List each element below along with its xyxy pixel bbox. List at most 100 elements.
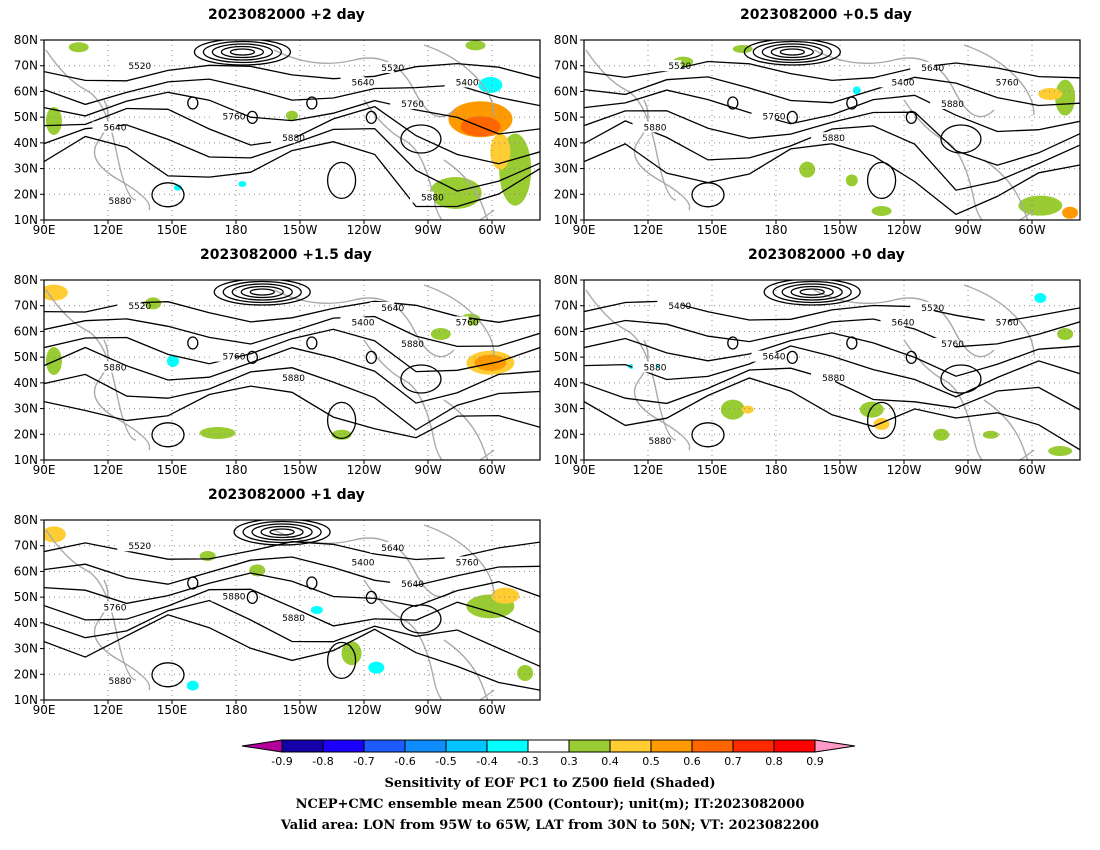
small-contour [306,336,318,350]
sensitivity-shade [1018,195,1063,216]
contour-line [44,328,540,373]
lat-tick-label: 10N [14,453,38,467]
contour-line [44,588,540,633]
lon-tick-label: 150W [823,223,858,237]
low-pressure-contour [781,283,843,301]
colorbar-tick-label: -0.9 [271,755,292,768]
map-frame [583,279,1081,461]
contour-label: 5880 [108,677,131,687]
sensitivity-shade [341,641,362,666]
colorbar-box [732,739,775,753]
lon-tick-label: 150E [157,703,188,717]
sensitivity-shade [465,40,486,51]
lat-tick-label: 80N [554,273,578,287]
small-contour [905,350,918,365]
map-frame [583,39,1081,221]
lat-tick-label: 20N [14,187,38,201]
lat-tick-label: 80N [14,513,38,527]
lat-tick-label: 70N [14,59,38,73]
contour-label: 5640 [921,64,944,74]
high-contour [400,124,442,154]
lat-tick-label: 30N [14,402,38,416]
colorbar-tick-label: 0.9 [806,755,824,768]
lon-tick-label: 150W [283,223,318,237]
lat-tick-label: 80N [554,33,578,47]
contour-line [44,135,540,208]
sensitivity-shade [199,427,236,439]
contour-label: 5640 [352,78,375,88]
high-contour [940,124,982,154]
lat-tick-label: 20N [554,427,578,441]
panel-title-p2: 2023082000 +2 day [208,7,365,23]
contour-label: 5520 [668,62,691,72]
lat-tick-label: 40N [554,376,578,390]
lat-tick-label: 50N [14,350,38,364]
high-contour [940,364,982,394]
contour-line [44,346,540,404]
caption-line-3: Valid area: LON from 95W to 65W, LAT fro… [280,818,820,833]
map-frame [43,519,541,701]
contour-label: 5640 [381,304,404,314]
colorbar-box [445,739,488,753]
lat-tick-label: 10N [14,213,38,227]
colorbar-box [404,739,447,753]
panel-title-p1: 2023082000 +1 day [208,487,365,503]
contour-label: 5880 [644,123,667,133]
colorbar-box [363,739,406,753]
map-panel-p2: 5520 5520 5640 5400 5760 5760 5640 5880 5880 5880… [14,33,541,237]
small-contour [187,576,199,590]
lat-tick-label: 60N [554,324,578,338]
low-pressure-contour [799,288,825,296]
sensitivity-shade [517,665,534,681]
contour-label: 5400 [352,318,375,328]
sensitivity-shade [1062,206,1079,219]
small-contour [246,110,258,125]
map-panel-p05: 5520 5640 5400 5760 5760 5880 5880 5880 80N 70N 60… [554,33,1081,237]
contour-label: 5880 [223,593,246,603]
contour-label: 5760 [223,113,246,123]
contour-line [584,345,1080,398]
small-contour [905,110,918,125]
lon-tick-label: 150E [157,463,188,477]
contour-label: 5520 [128,542,151,552]
lon-tick-label: 60W [1018,463,1045,477]
lon-tick-label: 180 [225,223,248,237]
contour-line [44,599,540,667]
z500-contours [44,62,540,208]
high-contour [151,182,185,208]
lon-tick-label: 90W [954,223,981,237]
sensitivity-shade [186,680,199,691]
lat-tick-label: 60N [14,84,38,98]
contour-label: 5520 [128,62,151,72]
low-pressure-contour [213,280,311,306]
small-contour [246,590,258,605]
lat-tick-label: 50N [554,110,578,124]
contour-line [44,315,540,348]
sensitivity-shade [286,110,298,121]
high-contour [866,161,897,200]
gridlines [44,280,540,460]
small-contour [365,110,378,125]
colorbar-tick-label: -0.5 [435,755,456,768]
contour-line [584,377,1080,451]
lon-tick-label: 120E [633,463,664,477]
contour-line [584,143,1080,216]
sensitivity-shade [490,133,511,170]
contour-label: 5760 [401,100,424,110]
contour-label: 5640 [104,123,127,133]
contour-line [584,318,1080,348]
colorbar-tick-label: 0.5 [642,755,660,768]
high-contour [326,401,357,440]
map-content: 5520 5640 5400 5760 5760 5880 5880 5880 80N 70N 60… [554,33,1081,237]
small-contour [786,110,798,125]
lat-tick-label: 70N [554,299,578,313]
lon-tick-label: 60W [478,223,505,237]
colorbar-box [609,739,652,753]
sensitivity-shade [1034,293,1047,303]
contour-label: 5880 [822,134,845,144]
lon-tick-label: 120W [347,703,382,717]
lon-tick-label: 150E [697,463,728,477]
lat-tick-label: 30N [14,642,38,656]
sensitivity-shade [430,328,451,340]
contour-label: 5640 [892,318,915,328]
